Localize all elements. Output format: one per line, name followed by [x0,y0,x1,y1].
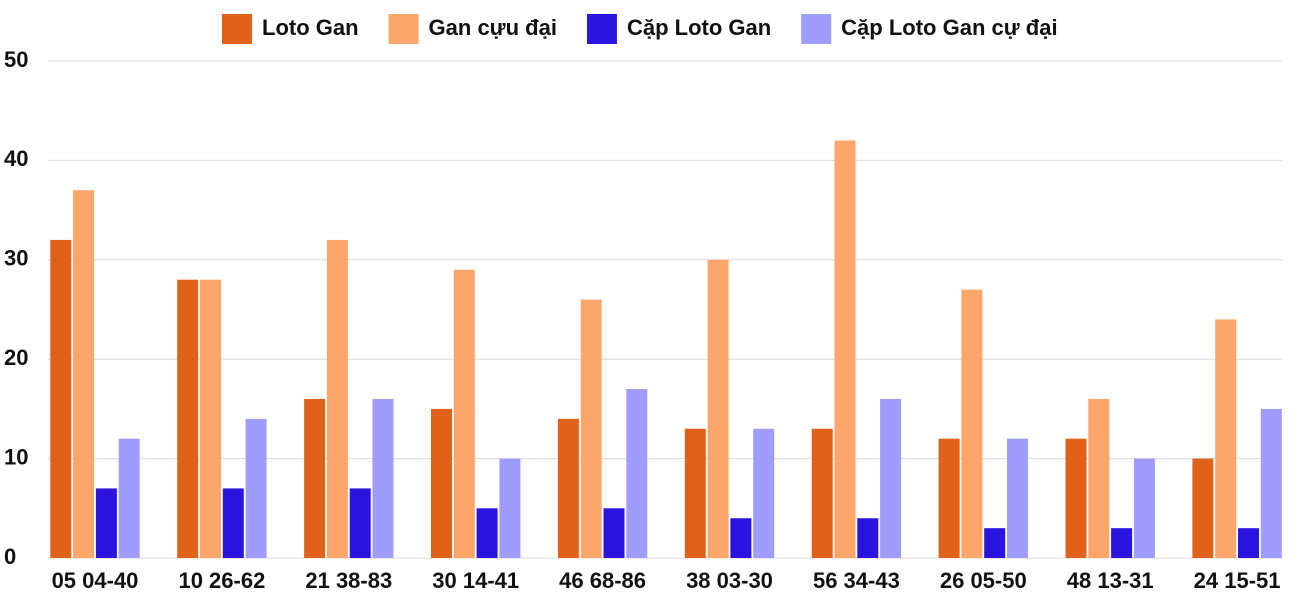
bar [1215,319,1237,558]
bar [753,428,775,558]
bar [1260,408,1282,558]
bar [1192,458,1214,558]
y-tick-label: 0 [4,544,16,569]
bar [580,299,602,558]
bar [626,389,648,558]
bar [684,428,706,558]
y-tick-label: 30 [4,246,28,271]
bar [349,488,371,558]
x-tick-label: 24 15-51 [1194,568,1281,593]
bar [938,438,960,558]
bar [326,239,348,559]
bar [557,418,579,558]
bar [1111,528,1133,558]
bar [730,518,752,558]
y-tick-label: 40 [4,146,28,171]
bar [961,289,983,558]
bar [372,398,394,558]
bar [50,239,72,559]
bar [984,528,1006,558]
y-tick-label: 20 [4,345,28,370]
legend-swatch [388,14,419,44]
bar [1088,398,1110,558]
x-tick-label: 26 05-50 [940,568,1027,593]
bar [245,418,267,558]
x-tick-label: 21 38-83 [305,568,392,593]
x-tick-label: 30 14-41 [432,568,519,593]
legend-label: Cặp Loto Gan cự đại [841,15,1057,40]
bar [603,508,625,558]
x-tick-label: 48 13-31 [1067,568,1154,593]
bar [476,508,498,558]
y-tick-label: 10 [4,444,28,469]
legend-swatch [222,14,252,44]
bar [707,259,729,558]
bar [200,279,221,558]
legend-label: Cặp Loto Gan [627,15,771,40]
bar [95,488,117,558]
x-tick-label: 10 26-62 [178,568,265,593]
bar [811,428,833,558]
y-tick-label: 50 [4,47,28,72]
legend-label: Loto Gan [262,15,359,40]
legend-swatch [586,14,617,44]
bar [222,488,244,558]
bar [1133,458,1155,558]
bar [1007,438,1028,558]
bar [499,458,521,558]
bar [453,269,475,558]
bar [1238,528,1259,558]
bar [431,408,452,558]
legend-swatch [801,14,832,44]
bar [177,279,199,558]
bar [857,518,879,558]
x-tick-label: 56 34-43 [813,568,900,593]
x-tick-label: 38 03-30 [686,568,773,593]
bar [834,140,856,558]
bar [304,398,326,558]
x-tick-label: 05 04-40 [52,568,139,593]
bar [118,438,140,558]
bar [73,190,95,558]
bar [880,398,902,558]
legend-label: Gan cựu đại [429,15,557,40]
bar [1065,438,1087,558]
x-tick-label: 46 68-86 [559,568,646,593]
